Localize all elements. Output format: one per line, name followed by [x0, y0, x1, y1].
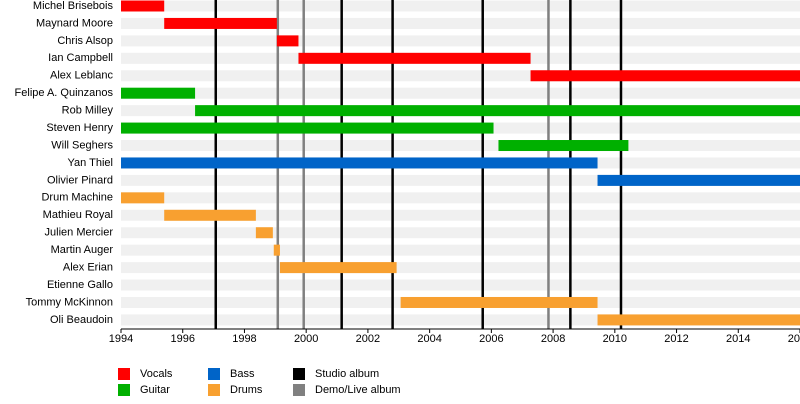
member-bar	[121, 157, 598, 169]
member-label: Drum Machine	[41, 192, 113, 204]
member-label: Will Seghers	[51, 139, 113, 151]
member-label: Ian Campbell	[48, 52, 113, 64]
member-bar	[597, 314, 800, 326]
member-bar	[255, 227, 273, 239]
row-stripe	[121, 35, 800, 47]
member-bar	[164, 209, 256, 221]
member-bar	[498, 140, 629, 152]
legend-swatch	[118, 368, 130, 380]
member-bar	[279, 262, 397, 274]
member-label: Rob Milley	[62, 105, 114, 117]
member-bar	[195, 105, 800, 117]
x-tick-label: 2016	[788, 333, 800, 345]
x-tick-label: 1994	[109, 333, 133, 345]
legend-swatch	[118, 384, 130, 396]
row-stripe	[121, 70, 800, 82]
member-label: Olivier Pinard	[47, 174, 113, 186]
x-tick-label: 2000	[294, 333, 318, 345]
member-label: Felipe A. Quinzanos	[15, 87, 114, 99]
row-stripe	[121, 262, 800, 274]
row-stripe	[121, 0, 800, 12]
legend-swatch	[208, 368, 220, 380]
row-stripe	[121, 87, 800, 99]
member-label: Michel Brisebois	[33, 0, 114, 12]
member-bar	[298, 52, 531, 64]
x-tick-label: 2008	[541, 333, 565, 345]
member-label: Mathieu Royal	[43, 209, 113, 221]
x-tick-label: 1996	[170, 333, 194, 345]
row-stripe	[121, 227, 800, 239]
member-label: Alex Erian	[63, 262, 113, 274]
legend-swatch	[293, 368, 305, 380]
x-tick-label: 2004	[417, 333, 441, 345]
member-label: Martin Auger	[51, 244, 114, 256]
member-bar	[121, 0, 165, 12]
legend-label: Studio album	[315, 368, 379, 380]
x-tick-label: 2006	[479, 333, 503, 345]
row-stripe	[121, 140, 800, 152]
member-label: Julien Mercier	[45, 227, 114, 239]
row-stripe	[121, 279, 800, 291]
member-bar	[530, 70, 800, 82]
member-bar	[121, 122, 494, 134]
legend-label: Bass	[230, 368, 255, 380]
x-tick-label: 2002	[356, 333, 380, 345]
member-bar	[121, 192, 165, 204]
row-stripe	[121, 244, 800, 256]
member-bar	[400, 296, 598, 308]
row-stripe	[121, 174, 800, 186]
legend-swatch	[208, 384, 220, 396]
member-label: Tommy McKinnon	[26, 296, 113, 308]
x-tick-label: 1998	[232, 333, 256, 345]
member-label: Maynard Moore	[36, 17, 113, 29]
member-label: Etienne Gallo	[47, 279, 113, 291]
legend-label: Vocals	[140, 368, 173, 380]
legend-label: Guitar	[140, 384, 170, 396]
legend-label: Demo/Live album	[315, 384, 401, 396]
legend-label: Drums	[230, 384, 263, 396]
row-stripe	[121, 17, 800, 29]
member-label: Chris Alsop	[57, 35, 113, 47]
x-tick-label: 2010	[603, 333, 627, 345]
member-bar	[276, 35, 299, 47]
row-stripe	[121, 209, 800, 221]
row-stripe	[121, 192, 800, 204]
member-label: Steven Henry	[46, 122, 113, 134]
legend-swatch	[293, 384, 305, 396]
row-stripe	[121, 314, 800, 326]
member-bar	[121, 87, 196, 99]
member-label: Alex Leblanc	[50, 70, 113, 82]
x-tick-label: 2014	[726, 333, 750, 345]
member-bar	[597, 174, 800, 186]
member-label: Yan Thiel	[68, 157, 113, 169]
member-label: Oli Beaudoin	[50, 314, 113, 326]
x-tick-label: 2012	[664, 333, 688, 345]
member-bar	[164, 17, 277, 29]
member-bar	[273, 244, 280, 256]
